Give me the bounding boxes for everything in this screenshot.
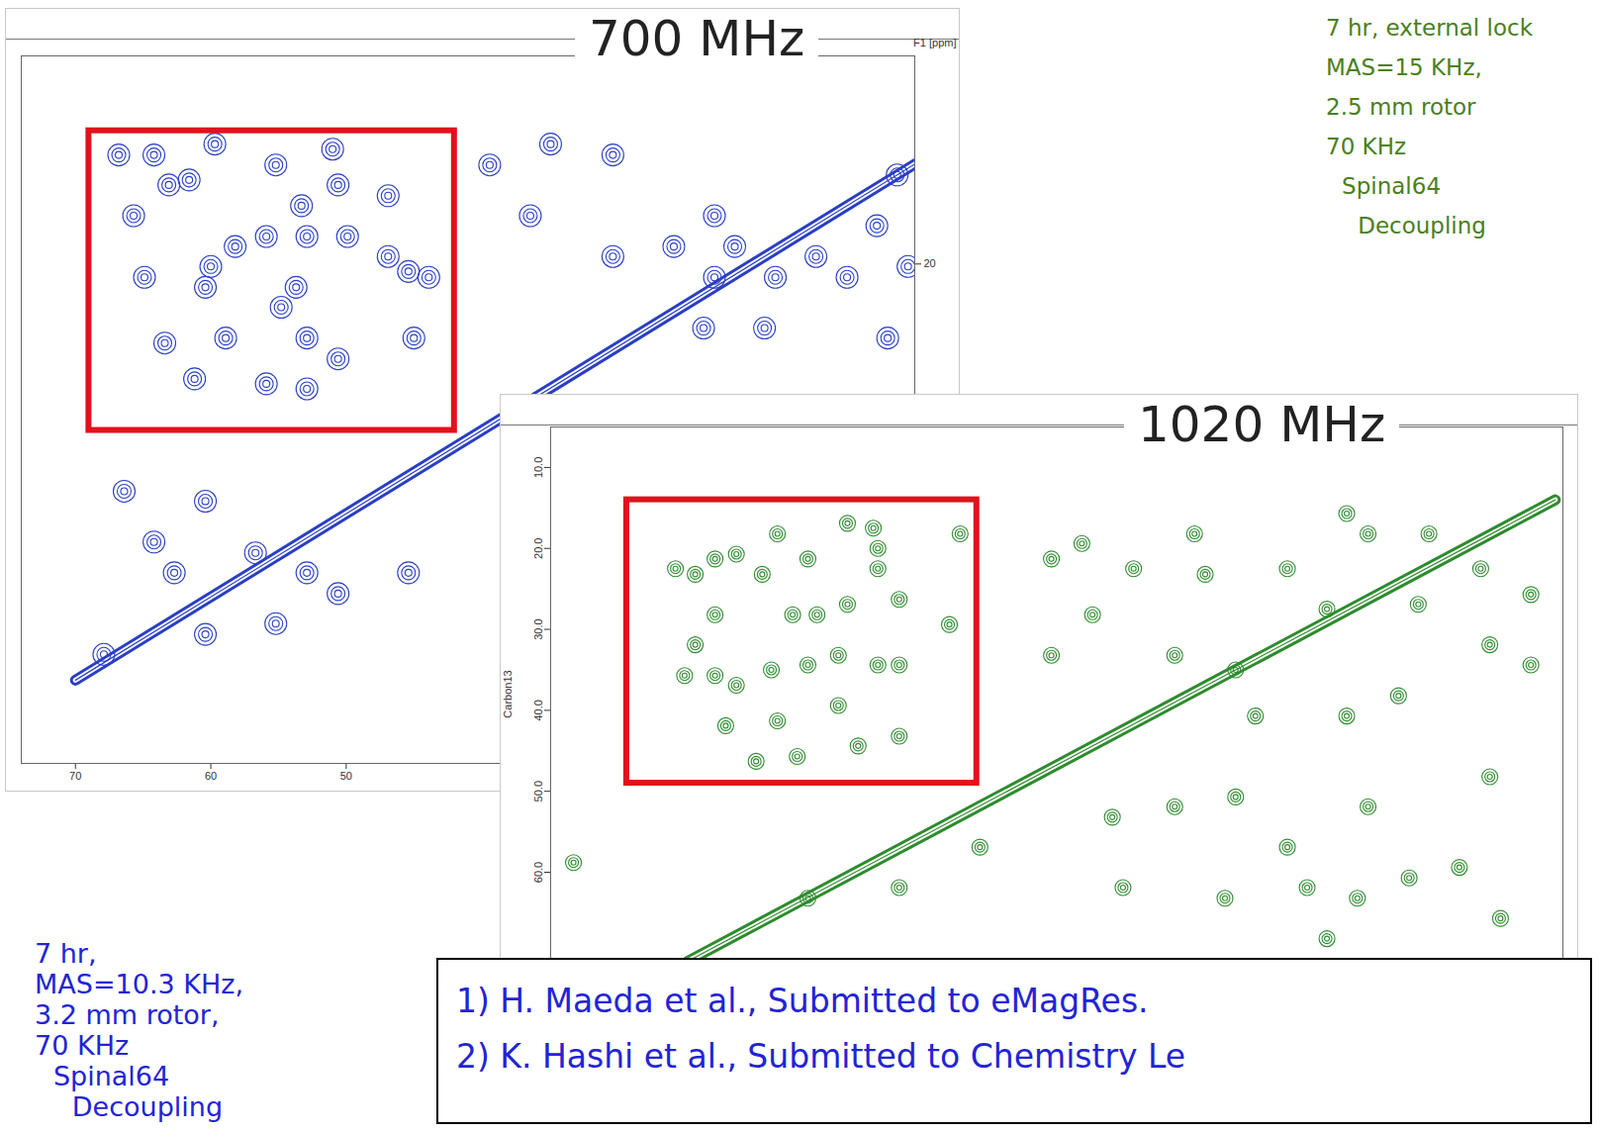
svg-text:20.0: 20.0 <box>532 538 545 560</box>
svg-text:50.0: 50.0 <box>532 780 545 802</box>
svg-text:40.0: 40.0 <box>532 699 545 721</box>
html-text:2) K. Hashi et al., Submitted: 2) K. Hashi et al., Submitted to Chemist… <box>456 1036 1186 1076</box>
html-text:Spinal64: Spinal64 <box>1341 173 1441 199</box>
svg-text:F1 [ppm]: F1 [ppm] <box>913 36 956 49</box>
html-text:2.5 mm rotor: 2.5 mm rotor <box>1325 94 1476 120</box>
html-text:70 KHz: 70 KHz <box>1325 133 1407 160</box>
html-text:Spinal64: Spinal64 <box>53 1060 170 1092</box>
svg-text:20: 20 <box>924 257 937 270</box>
svg-text:60.0: 60.0 <box>532 861 545 883</box>
html-text:7 hr, external lock: 7 hr, external lock <box>1325 14 1533 41</box>
html-text:3.2 mm rotor,: 3.2 mm rotor, <box>34 999 220 1031</box>
svg-text:30.0: 30.0 <box>532 618 545 640</box>
svg-text:50: 50 <box>340 769 353 782</box>
html-text:MAS=15 KHz,: MAS=15 KHz, <box>1325 54 1483 81</box>
svg-text:Carbon13: Carbon13 <box>501 669 514 718</box>
svg-text:60: 60 <box>204 769 217 782</box>
svg-text:10.0: 10.0 <box>532 457 545 478</box>
svg-text:70: 70 <box>69 769 82 782</box>
html-text:Decoupling: Decoupling <box>72 1091 223 1123</box>
html-text:1) H. Maeda et al., Submitted: 1) H. Maeda et al., Submitted to eMagRes… <box>456 981 1149 1021</box>
html-text:70 KHz: 70 KHz <box>34 1030 129 1061</box>
html-text:MAS=10.3 KHz,: MAS=10.3 KHz, <box>34 968 244 1000</box>
html-text:700 MHz: 700 MHz <box>588 9 805 68</box>
html-text:1020 MHz: 1020 MHz <box>1137 395 1386 454</box>
html-text:7 hr,: 7 hr, <box>34 938 97 969</box>
html-text:Decoupling: Decoupling <box>1357 212 1487 239</box>
